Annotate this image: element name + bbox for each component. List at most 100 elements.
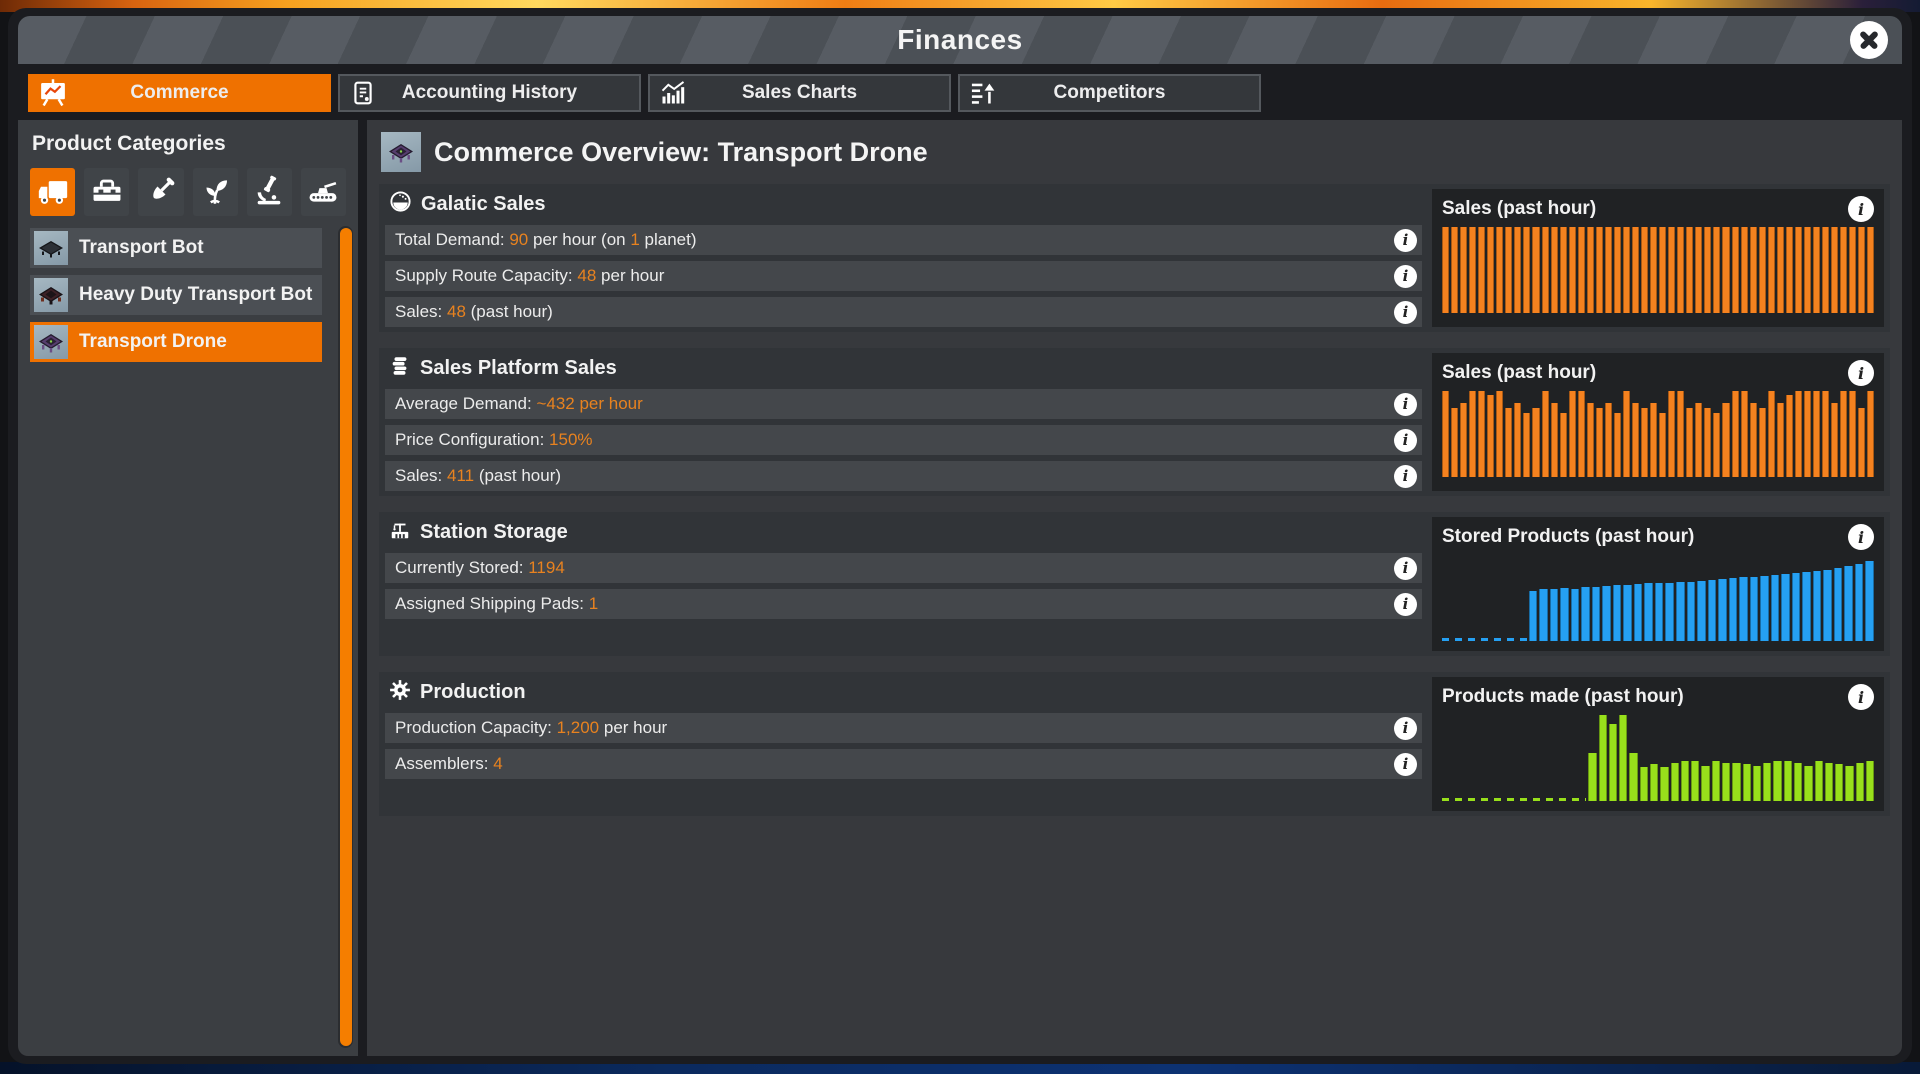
chart-bar (1791, 573, 1801, 641)
chart-bar (1728, 578, 1738, 641)
document-icon (340, 80, 386, 106)
chart-bar (1442, 391, 1450, 477)
chart-bar (1858, 408, 1866, 477)
chart-bar (1660, 766, 1669, 801)
chart-bar (1686, 408, 1694, 477)
chart-bar (1776, 403, 1784, 477)
chart-bar (1668, 391, 1676, 477)
info-icon[interactable]: i (1394, 592, 1417, 616)
section-stats: Production Production Capacity: 1,200 per… (385, 677, 1422, 811)
chart-title: Stored Products (past hour) (1442, 526, 1695, 547)
bar-chart-icon (650, 79, 696, 107)
chart-bar (1670, 763, 1679, 801)
chart-bar (1650, 764, 1659, 801)
chart-header: Products made (past hour) i (1442, 681, 1874, 713)
tab-competitors[interactable]: Competitors (958, 74, 1261, 112)
chart-bar (1539, 588, 1548, 641)
station-icon (389, 519, 411, 546)
list-item-transport-drone[interactable]: Transport Drone (30, 322, 322, 362)
chart-bar (1835, 764, 1844, 801)
product-label: Transport Bot (79, 237, 204, 258)
chart-bar (1631, 227, 1640, 313)
chart-bar (1532, 408, 1540, 477)
chart-title: Sales (past hour) (1442, 198, 1597, 219)
tab-commerce[interactable]: Commerce (28, 74, 331, 112)
chart-bar (1595, 408, 1603, 477)
chart-bar (1713, 227, 1721, 313)
chart-bar (1758, 227, 1766, 313)
tab-label: Commerce (130, 82, 229, 103)
close-button[interactable] (1850, 21, 1888, 59)
category-military-button[interactable] (300, 168, 347, 216)
info-icon[interactable]: i (1848, 196, 1874, 222)
chart-bar (1604, 227, 1612, 313)
section-header: Production (385, 677, 1422, 707)
zero-dashed-baseline (1442, 798, 1587, 801)
section-stats: Station Storage Currently Stored: 1194 i As… (385, 517, 1422, 651)
chart-bar (1739, 577, 1748, 641)
chart-bar (1758, 408, 1766, 477)
category-transport-button[interactable] (30, 168, 76, 216)
info-icon[interactable]: i (1394, 752, 1417, 776)
chart-bar (1487, 227, 1495, 313)
game-background-bottom (0, 1062, 1920, 1074)
chart-header: Sales (past hour) i (1442, 193, 1874, 225)
chart-bar (1541, 227, 1549, 313)
stat-text: Supply Route Capacity: 48 per hour (395, 266, 665, 285)
chart-bar (1812, 571, 1822, 641)
info-icon[interactable]: i (1848, 684, 1874, 710)
toolbox-icon (90, 174, 124, 211)
stat-text: Sales: 411 (past hour) (395, 466, 562, 485)
stat-text: Sales: 48 (past hour) (395, 302, 553, 321)
scrollbar-track[interactable] (338, 226, 353, 1048)
info-icon[interactable]: i (1394, 228, 1417, 252)
chart-bar (1442, 227, 1450, 313)
category-science-button[interactable] (246, 168, 292, 216)
chart-bar (1785, 395, 1793, 477)
chart-bar (1763, 763, 1772, 801)
stat-text: Assigned Shipping Pads: 1 (395, 594, 599, 613)
chart-bar (1550, 227, 1558, 313)
info-icon[interactable]: i (1848, 524, 1874, 550)
list-item-heavy-duty-transport-bot[interactable]: Heavy Duty Transport Bot (30, 275, 322, 315)
chart-bar (1704, 227, 1712, 313)
list-item-transport-bot[interactable]: Transport Bot (30, 228, 322, 268)
info-icon[interactable]: i (1394, 428, 1417, 452)
chart-bar (1824, 763, 1834, 801)
chart-bar (1713, 412, 1721, 477)
chart-panel: Sales (past hour) i (1432, 353, 1884, 491)
chart-bar (1451, 408, 1459, 477)
info-icon[interactable]: i (1394, 556, 1417, 580)
tab-sales-charts[interactable]: Sales Charts (648, 74, 951, 112)
main-panel: Commerce Overview: Transport Drone Galat… (367, 120, 1902, 1056)
info-icon[interactable]: i (1848, 360, 1874, 386)
sections: Galatic Sales Total Demand: 90 per hour (… (379, 184, 1890, 816)
category-agriculture-button[interactable] (192, 168, 238, 216)
section-stats: Sales Platform Sales Average Demand: ~432… (385, 353, 1422, 491)
info-icon[interactable]: i (1394, 264, 1417, 288)
content-area: Product Categories Transport Bot Heavy Du… (18, 120, 1902, 1056)
scrollbar-thumb[interactable] (339, 228, 352, 1046)
chart-bar (1844, 566, 1853, 641)
chart-bar (1722, 227, 1730, 313)
info-icon[interactable]: i (1394, 464, 1417, 488)
chart-bar (1677, 227, 1685, 313)
chart-bar (1731, 227, 1739, 313)
info-icon[interactable]: i (1394, 392, 1417, 416)
chart-bar (1697, 580, 1706, 641)
chart-header: Stored Products (past hour) i (1442, 521, 1874, 553)
globe-icon (389, 190, 412, 218)
category-construction-button[interactable] (138, 168, 184, 216)
product-list: Transport Bot Heavy Duty Transport Bot Tra… (30, 228, 346, 362)
chart-panel: Sales (past hour) i (1432, 189, 1884, 327)
info-icon[interactable]: i (1394, 300, 1417, 324)
competitors-icon (960, 79, 1006, 107)
tab-accounting-history[interactable]: Accounting History (338, 74, 641, 112)
chart-bar (1865, 561, 1874, 641)
chart-bar (1812, 391, 1820, 477)
info-icon[interactable]: i (1394, 716, 1417, 740)
category-tools-button[interactable] (84, 168, 130, 216)
chart-bar (1677, 391, 1685, 477)
chart-bar (1732, 763, 1741, 801)
chart-bar (1718, 579, 1727, 641)
